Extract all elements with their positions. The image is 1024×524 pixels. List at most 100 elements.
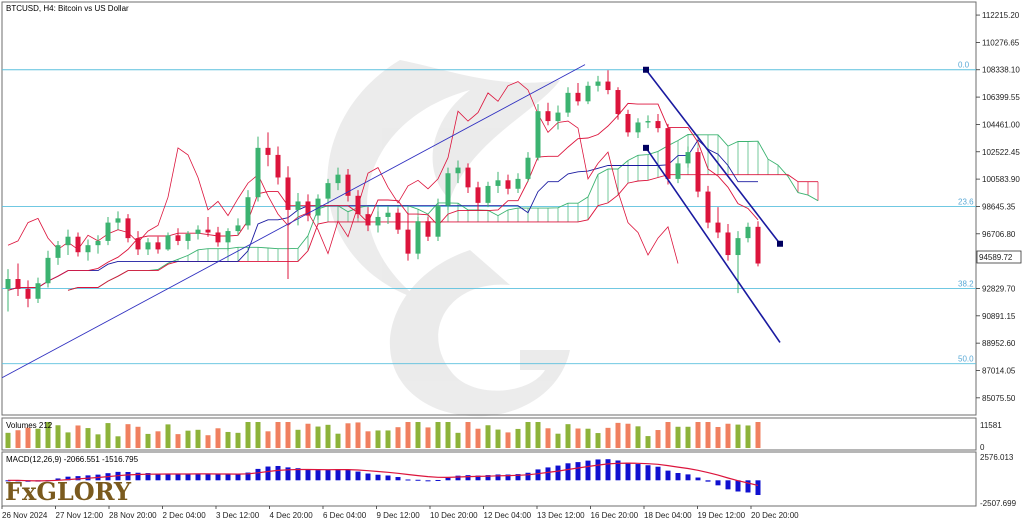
candle-body	[185, 233, 191, 241]
macd-bar	[605, 459, 611, 481]
candle-body	[685, 152, 691, 164]
macd-label: MACD(12,26,9) -2066.551 -1516.795	[6, 455, 139, 464]
candle-body	[85, 245, 91, 253]
volume-bar	[635, 426, 641, 448]
volume-bar	[45, 422, 51, 448]
volume-bar	[335, 433, 341, 448]
macd-bar	[425, 480, 431, 482]
volume-bars	[5, 422, 761, 448]
volume-bar	[645, 436, 651, 448]
candle-body	[135, 238, 141, 250]
macd-bar	[745, 480, 751, 493]
main-panel-frame	[1, 1, 977, 416]
candle-body	[515, 178, 521, 189]
trend-channel[interactable]	[1, 64, 783, 379]
macd-bar	[615, 460, 621, 481]
candle-body	[385, 212, 391, 217]
candle-body	[485, 185, 491, 203]
macd-histogram	[5, 459, 761, 495]
macd-bar	[185, 473, 191, 481]
time-tick-label: 19 Dec 12:00	[698, 511, 746, 520]
candle-body	[225, 231, 231, 243]
volume-bar	[455, 432, 461, 448]
candle-body	[535, 111, 541, 158]
volume-bar	[575, 428, 581, 448]
tenkan-line	[7, 102, 759, 291]
candles	[5, 70, 761, 312]
candle-body	[575, 92, 581, 102]
macd-bar	[435, 479, 441, 481]
current-price-label: 94589.72	[979, 253, 1013, 262]
volume-bar	[365, 431, 371, 448]
volume-bar	[325, 424, 331, 448]
volume-bar	[665, 422, 671, 448]
macd-bar	[505, 474, 511, 481]
macd-bar	[445, 477, 451, 481]
candle-body	[125, 218, 131, 239]
fib-level-label: 38.2	[958, 279, 974, 288]
volume-bar	[415, 422, 421, 448]
macd-bar	[405, 479, 411, 481]
channel-lower-line	[645, 147, 781, 343]
candle-body	[65, 236, 71, 246]
macd-bar	[215, 474, 221, 481]
macd-bar	[195, 473, 201, 481]
macd-bar	[65, 476, 71, 481]
volume-bar	[625, 423, 631, 448]
candle-body	[755, 226, 761, 264]
fib-level-label: 0.0	[958, 61, 970, 70]
macd-panel-tick: -2507.699	[980, 499, 1017, 508]
volume-bar	[495, 429, 501, 448]
candle-body	[195, 229, 201, 234]
candle-body	[745, 226, 751, 239]
volume-bar	[185, 430, 191, 448]
macd-panel-tick: 2576.013	[980, 453, 1014, 462]
macd-bar	[545, 467, 551, 481]
channel-anchor	[777, 240, 783, 247]
candle-body	[5, 279, 11, 289]
volume-bar	[395, 427, 401, 448]
candle-body	[165, 235, 171, 250]
macd-bar	[155, 473, 161, 481]
time-tick-label: 2 Dec 04:00	[163, 511, 207, 520]
volume-bar	[465, 422, 471, 448]
price-tick-label: 92829.70	[982, 284, 1016, 293]
volume-bar	[95, 434, 101, 448]
fib-level-label: 50.0	[958, 355, 974, 364]
time-tick-label: 20 Dec 20:00	[751, 511, 799, 520]
macd-bar	[345, 469, 351, 481]
volume-bar	[55, 425, 61, 448]
volume-bar	[745, 425, 751, 448]
macd-bar	[625, 462, 631, 481]
price-tick-label: 106399.55	[982, 93, 1020, 102]
candle-body	[645, 121, 651, 123]
candle-body	[415, 221, 421, 254]
macd-bar	[75, 476, 81, 481]
candle-body	[585, 85, 591, 102]
candle-body	[615, 90, 621, 115]
volume-bar	[435, 422, 441, 448]
kijun-line	[7, 139, 758, 291]
candle-body	[465, 167, 471, 188]
candle-body	[655, 121, 661, 129]
candle-body	[445, 173, 451, 206]
symbol-title: BTCUSD, H4: Bitcoin vs US Dollar	[6, 4, 129, 13]
time-tick-label: 27 Nov 12:00	[56, 511, 104, 520]
candle-body	[245, 197, 251, 226]
candle-body	[675, 163, 681, 179]
time-axis: 26 Nov 2024 27 Nov 12:00 28 Nov 20:00 2 Dec…	[1, 506, 799, 520]
candle-body	[555, 112, 561, 122]
volume-bar	[375, 430, 381, 448]
volume-bar	[695, 422, 701, 448]
macd-bar	[715, 480, 721, 486]
volume-bar	[405, 422, 411, 448]
candle-body	[705, 191, 711, 223]
volume-bar	[65, 432, 71, 448]
time-tick-label: 16 Dec 20:00	[591, 511, 639, 520]
time-tick-label: 6 Dec 04:00	[323, 511, 367, 520]
chikou-line	[7, 81, 679, 264]
volume-bar	[595, 433, 601, 448]
time-tick-label: 13 Dec 12:00	[537, 511, 585, 520]
candle-body	[315, 198, 321, 216]
